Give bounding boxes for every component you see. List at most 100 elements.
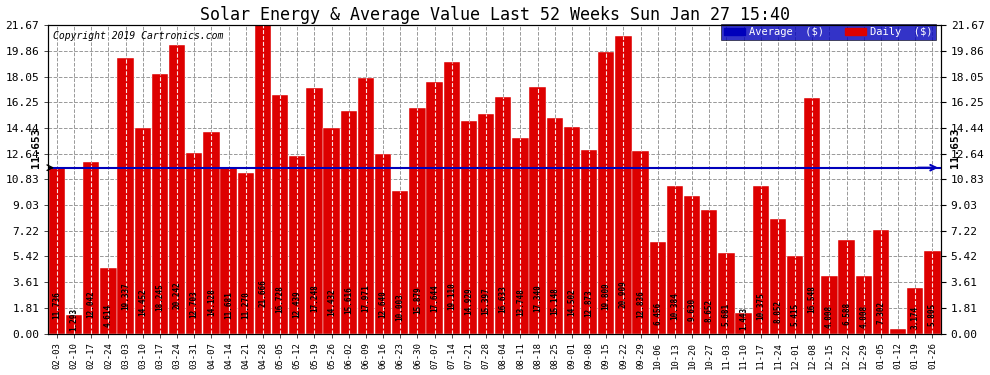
Text: 19.110: 19.110: [447, 283, 456, 310]
Bar: [495, 97, 512, 333]
Text: 10.375: 10.375: [756, 292, 765, 320]
Bar: [649, 242, 666, 333]
Bar: [925, 251, 940, 333]
Text: 17.644: 17.644: [430, 284, 440, 312]
Bar: [736, 313, 751, 333]
Bar: [392, 191, 409, 333]
Bar: [49, 166, 65, 333]
Text: 11.736: 11.736: [52, 291, 61, 319]
Bar: [787, 256, 803, 333]
Text: 8.052: 8.052: [773, 300, 782, 323]
Bar: [907, 288, 924, 333]
Bar: [272, 96, 288, 333]
Text: 17.248: 17.248: [310, 285, 319, 312]
Bar: [563, 127, 580, 333]
Text: 5.805: 5.805: [928, 302, 937, 326]
Text: 18.245: 18.245: [155, 284, 164, 311]
Bar: [839, 240, 854, 333]
Bar: [633, 151, 648, 333]
Text: 14.432: 14.432: [327, 288, 336, 316]
Bar: [289, 156, 305, 333]
Text: 6.456: 6.456: [653, 302, 662, 325]
Bar: [873, 230, 889, 333]
Bar: [306, 88, 323, 333]
Bar: [718, 253, 735, 333]
Bar: [581, 150, 597, 333]
Text: 12.042: 12.042: [87, 291, 96, 318]
Text: 12.873: 12.873: [584, 290, 594, 318]
Text: 12.640: 12.640: [378, 290, 387, 318]
Bar: [375, 154, 391, 333]
Text: 15.879: 15.879: [413, 286, 422, 314]
Bar: [478, 114, 494, 333]
Bar: [427, 82, 443, 333]
Text: 15.148: 15.148: [550, 287, 559, 315]
Bar: [444, 62, 460, 333]
Legend: Average  ($), Daily  ($): Average ($), Daily ($): [721, 24, 936, 40]
Text: 17.340: 17.340: [533, 285, 543, 312]
Text: 12.439: 12.439: [293, 290, 302, 318]
Bar: [357, 78, 374, 333]
Bar: [83, 162, 99, 333]
Bar: [341, 111, 356, 333]
Bar: [598, 52, 615, 333]
Bar: [254, 25, 271, 333]
Bar: [221, 167, 237, 333]
Text: 7.302: 7.302: [876, 301, 885, 324]
Text: 8.652: 8.652: [705, 299, 714, 322]
Text: 15.616: 15.616: [345, 286, 353, 314]
Text: 17.971: 17.971: [361, 284, 370, 312]
Bar: [701, 210, 718, 333]
Bar: [409, 108, 426, 333]
Text: 11.681: 11.681: [224, 291, 233, 319]
Text: 12.836: 12.836: [636, 290, 645, 318]
Text: 11.653: 11.653: [949, 127, 960, 168]
Bar: [546, 118, 563, 333]
Bar: [770, 219, 786, 333]
Title: Solar Energy & Average Value Last 52 Weeks Sun Jan 27 15:40: Solar Energy & Average Value Last 52 Wee…: [200, 6, 790, 24]
Text: 19.809: 19.809: [602, 282, 611, 310]
Bar: [684, 196, 700, 333]
Bar: [203, 132, 220, 333]
Text: 13.748: 13.748: [516, 289, 525, 316]
Bar: [530, 87, 545, 333]
Text: 21.666: 21.666: [258, 280, 267, 308]
Text: 1.443: 1.443: [740, 308, 748, 330]
Text: 4.008: 4.008: [825, 304, 834, 327]
Text: 6.588: 6.588: [842, 302, 851, 325]
Text: 15.397: 15.397: [481, 287, 491, 315]
Bar: [460, 121, 477, 333]
Text: 20.909: 20.909: [619, 280, 628, 308]
Bar: [186, 153, 202, 333]
Bar: [238, 173, 253, 333]
Bar: [66, 315, 82, 333]
Bar: [169, 45, 185, 333]
Bar: [804, 98, 821, 333]
Text: 14.452: 14.452: [139, 288, 148, 316]
Text: 3.174: 3.174: [911, 305, 920, 328]
Bar: [118, 58, 134, 333]
Text: 5.415: 5.415: [791, 303, 800, 326]
Text: 14.128: 14.128: [207, 288, 216, 316]
Bar: [135, 128, 150, 333]
Bar: [615, 36, 632, 333]
Text: 16.728: 16.728: [275, 285, 284, 313]
Bar: [666, 186, 683, 333]
Text: 11.270: 11.270: [242, 291, 250, 319]
Text: 4.614: 4.614: [104, 304, 113, 327]
Text: 14.929: 14.929: [464, 287, 473, 315]
Bar: [890, 329, 906, 333]
Text: 19.337: 19.337: [121, 282, 130, 310]
Text: 12.703: 12.703: [190, 290, 199, 318]
Text: Copyright 2019 Cartronics.com: Copyright 2019 Cartronics.com: [52, 31, 223, 41]
Text: 20.242: 20.242: [172, 281, 181, 309]
Bar: [151, 74, 168, 333]
Text: 11.653: 11.653: [32, 127, 42, 168]
Bar: [100, 268, 117, 333]
Bar: [512, 138, 529, 333]
Text: 1.293: 1.293: [69, 308, 78, 331]
Text: 14.502: 14.502: [567, 288, 576, 316]
Text: 16.548: 16.548: [808, 285, 817, 313]
Text: 4.008: 4.008: [859, 304, 868, 327]
Text: 10.384: 10.384: [670, 292, 679, 320]
